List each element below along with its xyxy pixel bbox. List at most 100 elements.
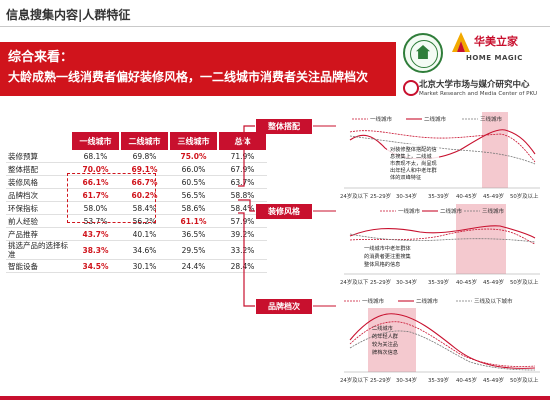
legend-label: 二线城市: [416, 297, 439, 305]
table-cell: 71.9%: [218, 150, 267, 163]
table-cell: 56.2%: [120, 214, 169, 228]
home-magic-english-name: HOME MAGIC: [466, 54, 523, 62]
row-label: 品牌档次: [6, 188, 71, 202]
table-cell: 69.1%: [120, 162, 169, 176]
chart-decor-style: 一线城市 二线城市 三线城市 一线城市中老年群体 的消费者更注重搜集 整体风格的…: [340, 204, 540, 286]
table-cell: 28.4%: [218, 259, 267, 273]
x-tick-label: 40-45岁: [456, 278, 477, 286]
row-label: 前人经验: [6, 214, 71, 228]
section-label-decor-style: 装修风格: [256, 204, 312, 219]
table-cell: 68.1%: [71, 150, 120, 163]
x-tick-label: 40-45岁: [456, 192, 477, 200]
table-cell: 56.5%: [169, 188, 218, 202]
summary-banner: [0, 42, 396, 96]
table-cell: 34.5%: [71, 259, 120, 273]
column-header: 总体: [218, 132, 268, 150]
legend-label: 二线城市: [424, 115, 447, 123]
table-cell: 75.0%: [169, 150, 218, 163]
table-cell: 67.9%: [218, 162, 267, 176]
x-tick-label: 24岁及以下: [340, 376, 369, 384]
table-cell: 66.0%: [169, 162, 218, 176]
chart-overall-match: 一线城市 二线城市 三线城市 对装修整体搭配的信 息搜集上，二线城 市表现不太，…: [340, 112, 540, 200]
x-tick-label: 50岁及以上: [510, 192, 539, 200]
column-header: 三线城市: [169, 132, 219, 150]
column-header: 二线城市: [120, 132, 170, 150]
row-label: 产品推荐: [6, 227, 71, 241]
x-tick-label: 40-45岁: [456, 376, 477, 384]
note-line: 二线城市: [372, 324, 393, 332]
summary-heading: 综合来看：: [8, 50, 74, 65]
legend-label: 一线城市: [370, 115, 393, 123]
pku-center-name: 北京大学市场与媒介研究中心: [419, 80, 530, 90]
table-cell: 69.8%: [120, 150, 169, 163]
table-cell: 53.7%: [71, 214, 120, 228]
home-magic-name: 华美立家: [474, 35, 518, 48]
table-cell: 66.1%: [71, 175, 120, 189]
footer-bar: [0, 396, 550, 400]
legend-label: 三线城市: [480, 115, 503, 123]
x-tick-label: 25-29岁: [370, 192, 391, 200]
x-tick-label: 45-49岁: [483, 192, 504, 200]
row-label: 装修风格: [6, 175, 71, 189]
note-line: 息搜集上，二线城: [390, 152, 432, 160]
table-row: 品牌档次 61.7% 60.2% 56.5% 58.8%: [6, 188, 267, 202]
table-cell: 39.2%: [218, 227, 267, 241]
legend-label: 二线城市: [440, 207, 463, 215]
table-cell: 24.4%: [169, 259, 218, 273]
table-cell: 30.1%: [120, 259, 169, 273]
x-tick-label: 30-34岁: [396, 192, 417, 200]
row-label: 挑选产品的选择标准: [6, 240, 71, 260]
search-icon: [403, 80, 419, 96]
x-tick-label: 45-49岁: [483, 278, 504, 286]
note-line: 的年轻人群: [372, 332, 398, 340]
table-row: 产品推荐 43.7% 40.1% 36.5% 39.2%: [6, 227, 267, 241]
table-cell: 58.8%: [218, 188, 267, 202]
note-box: [362, 243, 412, 269]
x-tick-label: 25-29岁: [370, 278, 391, 286]
table-cell: 36.5%: [169, 227, 218, 241]
x-tick-label: 24岁及以下: [340, 278, 369, 286]
row-label: 环保指标: [6, 201, 71, 215]
table-cell: 33.2%: [218, 240, 267, 260]
table-cell: 38.3%: [71, 240, 120, 260]
highlight-box: [67, 173, 156, 223]
section-label-overall-match: 整体搭配: [256, 119, 312, 134]
table-cell: 60.2%: [120, 188, 169, 202]
table-cell: 61.1%: [169, 214, 218, 228]
x-tick-label: 50岁及以上: [510, 376, 539, 384]
table-cell: 70.0%: [71, 162, 120, 176]
pku-center-english-name: Market Research and Media Center of PKU: [419, 91, 538, 97]
table-corner: [6, 132, 72, 150]
seal-logo-icon: [403, 33, 443, 73]
x-tick-label: 25-29岁: [370, 376, 391, 384]
table-cell: 66.7%: [120, 175, 169, 189]
page-title: 信息搜集内容|人群特征: [6, 8, 131, 22]
row-label: 装修预算: [6, 150, 71, 163]
table-cell: 29.5%: [169, 240, 218, 260]
table-cell: 43.7%: [71, 227, 120, 241]
table-cell: 58.4%: [120, 201, 169, 215]
row-label: 整体搭配: [6, 162, 71, 176]
note-line: 较为关注品: [372, 340, 398, 348]
note-line: 出年轻人和中老年群: [390, 166, 437, 174]
highlight-band: [368, 308, 416, 372]
legend-label: 三线城市: [482, 207, 505, 215]
row-label: 智能设备: [6, 259, 71, 273]
x-tick-label: 30-34岁: [396, 278, 417, 286]
x-tick-label: 24岁及以下: [340, 192, 369, 200]
x-tick-label: 30-34岁: [396, 376, 417, 384]
table-cell: 34.6%: [120, 240, 169, 260]
note-line: 一线城市中老年群体: [364, 244, 412, 252]
note-line: 整体风格的信息: [364, 260, 400, 268]
note-box: [387, 144, 439, 184]
x-tick-label: 35-39岁: [428, 376, 449, 384]
table-cell: 58.6%: [169, 201, 218, 215]
header-divider: [0, 26, 550, 27]
x-tick-label: 50岁及以上: [510, 278, 539, 286]
table-row: 智能设备 34.5% 30.1% 24.4% 28.4%: [6, 259, 267, 273]
legend-label: 三线及以下城市: [474, 297, 513, 305]
column-header: 一线城市: [71, 132, 121, 150]
x-tick-label: 35-39岁: [428, 192, 449, 200]
table-cell: 63.7%: [218, 175, 267, 189]
table-row: 挑选产品的选择标准 38.3% 34.6% 29.5% 33.2%: [6, 240, 267, 260]
